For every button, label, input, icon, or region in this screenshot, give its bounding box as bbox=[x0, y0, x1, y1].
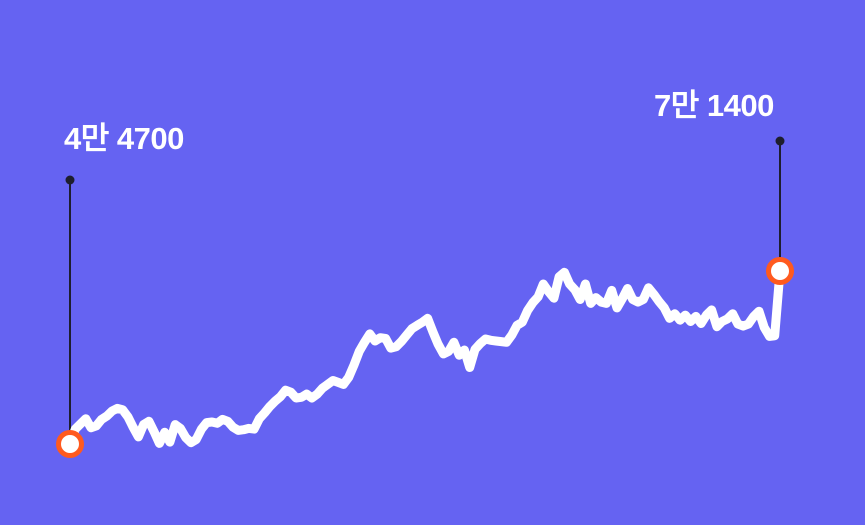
start-leader-dot bbox=[65, 175, 75, 185]
end-value-label: 7만 1400 bbox=[654, 88, 774, 123]
start-value-label: 4만 4700 bbox=[64, 121, 184, 156]
price-series-line bbox=[65, 266, 785, 449]
end-point-marker bbox=[766, 257, 794, 285]
start-point-marker bbox=[56, 430, 84, 458]
end-leader-dot bbox=[775, 136, 785, 146]
